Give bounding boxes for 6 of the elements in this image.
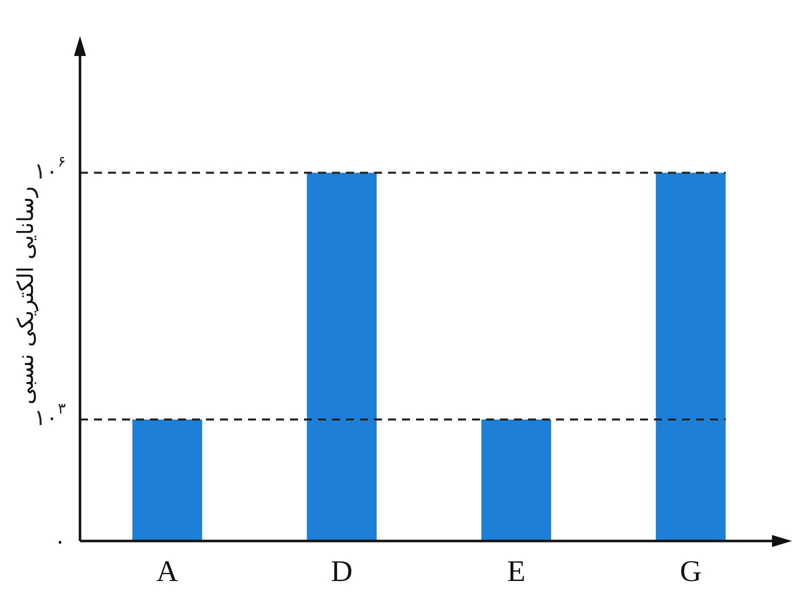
x-tick-label: E [507,554,526,588]
text: ۰ [54,530,66,555]
x-tick-label: G [680,554,702,588]
x-tick-label: D [330,554,353,588]
x-tick-label: A [156,554,178,588]
y-axis-title: رسانایی الکتریکی نسبی [14,186,39,405]
